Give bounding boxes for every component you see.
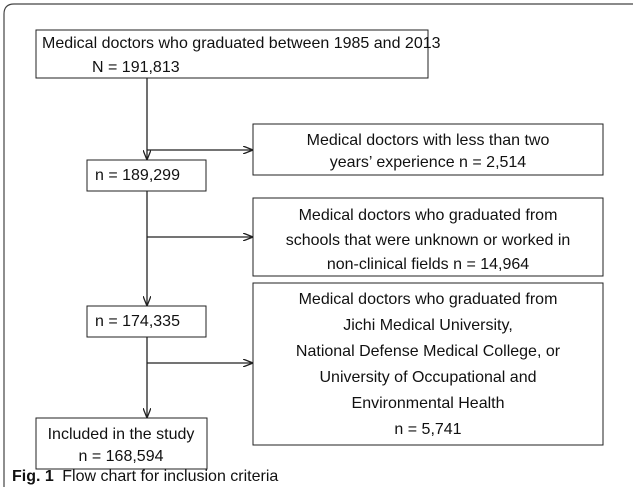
caption-text: Flow chart for inclusion criteria (62, 468, 278, 485)
node-text: N = 191,813 (92, 59, 180, 76)
node-exclusion-2: Medical doctors who graduated from schoo… (252, 197, 604, 277)
node-text: National Defense Medical College, or (296, 343, 561, 360)
node-text: Medical doctors with less than two (307, 132, 550, 149)
node-text: Jichi Medical University, (343, 317, 513, 334)
node-text: Environmental Health (352, 395, 505, 412)
node-text: years’ experience n = 2,514 (330, 154, 527, 171)
frame (3, 3, 633, 487)
node-text: Medical doctors who graduated between 19… (42, 35, 441, 52)
node-text: n = 189,299 (95, 167, 180, 184)
node-step-2: n = 174,335 (86, 305, 207, 338)
node-text: n = 5,741 (394, 421, 461, 438)
node-text: non-clinical fields n = 14,964 (327, 256, 529, 273)
node-text: n = 168,594 (79, 448, 164, 465)
node-text: Included in the study (48, 426, 195, 443)
node-text: schools that were unknown or worked in (286, 232, 571, 249)
caption: Fig. 1 Flow chart for inclusion criteria (12, 468, 278, 485)
node-text: Medical doctors who graduated from (299, 291, 558, 308)
node-exclusion-1: Medical doctors with less than two years… (252, 123, 604, 176)
node-step-1: n = 189,299 (86, 159, 207, 192)
node-exclusion-3: Medical doctors who graduated from Jichi… (252, 282, 604, 446)
node-included: Included in the study n = 168,594 (35, 417, 208, 470)
node-text: n = 174,335 (95, 313, 180, 330)
node-text: University of Occupational and (320, 369, 537, 386)
node-start: Medical doctors who graduated between 19… (35, 29, 441, 79)
connectors (147, 78, 252, 417)
node-text: Medical doctors who graduated from (299, 207, 558, 224)
caption-label: Fig. 1 (12, 468, 54, 485)
